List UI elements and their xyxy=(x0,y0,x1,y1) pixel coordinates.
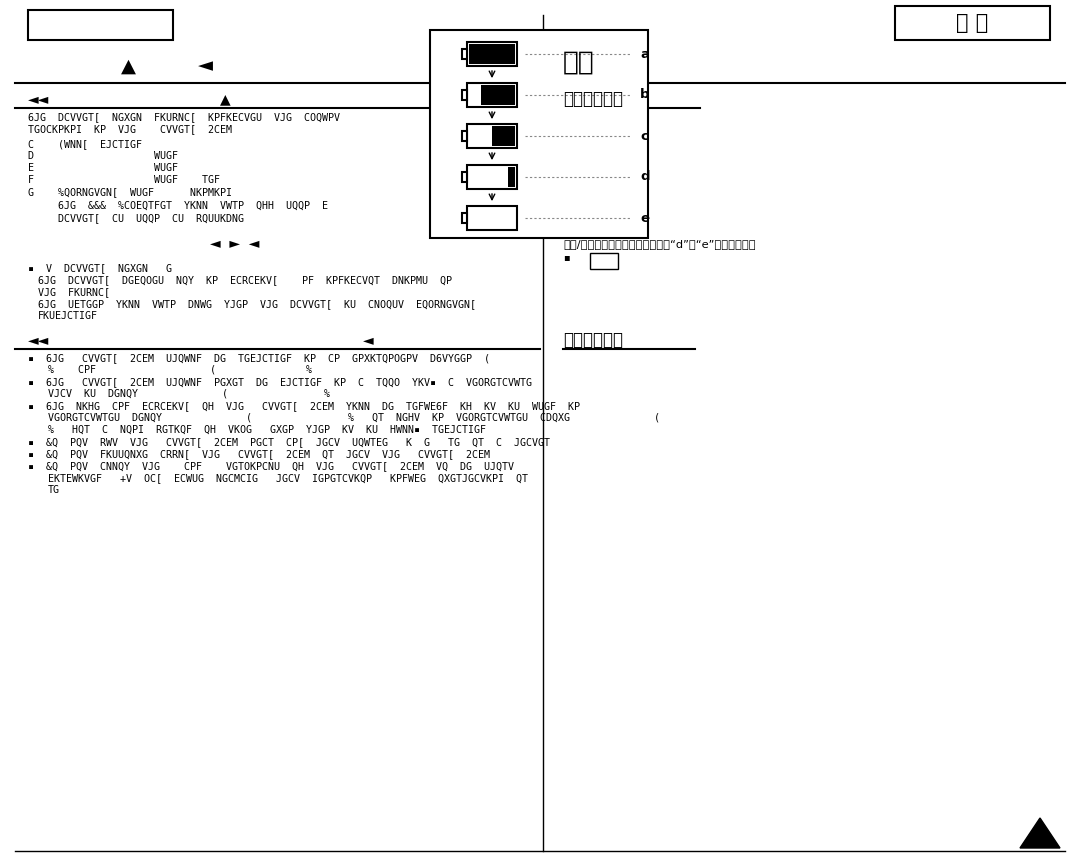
Bar xyxy=(492,126,515,146)
Text: C    (WNN[  EJCTIGF: C (WNN[ EJCTIGF xyxy=(28,139,141,149)
Bar xyxy=(462,131,467,141)
Bar xyxy=(430,30,648,238)
Bar xyxy=(481,85,515,105)
Text: ▪  6JG   CVVGT[  2CEM  UJQWNF  PGXGT  DG  EJCTIGF  KP  C  TQQO  YKV▪  C  VGORGTC: ▪ 6JG CVVGT[ 2CEM UJQWNF PGXGT DG EJCTIG… xyxy=(28,377,532,387)
Text: a: a xyxy=(640,48,649,61)
Text: c: c xyxy=(640,130,648,143)
Text: D                    WUGF: D WUGF xyxy=(28,151,178,161)
Text: ◄: ◄ xyxy=(198,56,213,75)
Text: 终结/格式化功能在电池电量级别为“d”和“e”时不可使用。: 终结/格式化功能在电池电量级别为“d”和“e”时不可使用。 xyxy=(563,239,756,249)
Bar xyxy=(28,10,173,40)
Text: DCVVGT[  CU  UQQP  CU  RQUUKDNG: DCVVGT[ CU UQQP CU RQUUKDNG xyxy=(28,213,244,223)
Bar xyxy=(467,42,517,66)
Text: %   HQT  C  NQPI  RGTKQF  QH  VKOG   GXGP  YJGP  KV  KU  HWNN▪  TGEJCTIGF: % HQT C NQPI RGTKQF QH VKOG GXGP YJGP KV… xyxy=(48,425,486,435)
Text: ◄: ◄ xyxy=(363,333,374,347)
Bar xyxy=(462,90,467,100)
Bar xyxy=(462,49,467,59)
Text: 6JG  UETGGP  YKNN  VWTP  DNWG  YJGP  VJG  DCVVGT[  KU  CNOQUV  EQORNGVGN[: 6JG UETGGP YKNN VWTP DNWG YJGP VJG DCVVG… xyxy=(38,299,476,309)
Text: E                    WUGF: E WUGF xyxy=(28,163,178,173)
Text: 6JG  DCVVGT[  NGXGN  FKURNC[  KPFKECVGU  VJG  COQWPV: 6JG DCVVGT[ NGXGN FKURNC[ KPFKECVGU VJG … xyxy=(28,112,340,122)
Text: ▪  &Q  PQV  FKUUQNXG  CRRN[  VJG   CVVGT[  2CEM  QT  JGCV  VJG   CVVGT[  2CEM: ▪ &Q PQV FKUUQNXG CRRN[ VJG CVVGT[ 2CEM … xyxy=(28,449,490,459)
Text: ◄◄: ◄◄ xyxy=(28,333,50,347)
Text: d: d xyxy=(640,171,649,184)
Bar xyxy=(895,6,1050,40)
Text: VGORGTCVWTGU  DGNQY              (                %   QT  NGHV  KP  VGORGTCVWTGU: VGORGTCVWTGU DGNQY ( % QT NGHV KP VGORGT… xyxy=(48,413,660,423)
Text: G    %QORNGVGN[  WUGF      NKPMKPI: G %QORNGVGN[ WUGF NKPMKPI xyxy=(28,187,232,197)
Text: FKUEJCTIGF: FKUEJCTIGF xyxy=(38,311,98,321)
Bar xyxy=(462,172,467,182)
Bar xyxy=(467,124,517,148)
Text: ▪  6JG  NKHG  CPF  ECRCEKV[  QH  VJG   CVVGT[  2CEM  YKNN  DG  TGFWE6F  KH  KV  : ▪ 6JG NKHG CPF ECRCEKV[ QH VJG CVVGT[ 2C… xyxy=(28,401,580,411)
Text: TG: TG xyxy=(48,485,60,495)
Text: TGOCKPKPI  KP  VJG    CVVGT[  2CEM: TGOCKPKPI KP VJG CVVGT[ 2CEM xyxy=(28,124,232,134)
Bar xyxy=(469,44,515,64)
Bar xyxy=(508,167,515,187)
Text: ▪  &Q  PQV  RWV  VJG   CVVGT[  2CEM  PGCT  CP[  JGCV  UQWTEG   K  G   TG  QT  C : ▪ &Q PQV RWV VJG CVVGT[ 2CEM PGCT CP[ JG… xyxy=(28,437,550,447)
Bar xyxy=(462,213,467,223)
Polygon shape xyxy=(1020,818,1059,848)
Text: ▲: ▲ xyxy=(219,92,230,106)
Bar xyxy=(467,206,517,230)
Text: 电池组的管理: 电池组的管理 xyxy=(563,331,623,349)
Text: 准备: 准备 xyxy=(563,50,595,76)
Text: ▪  &Q  PQV  CNNQY  VJG    CPF    VGTOKPCNU  QH  VJG   CVVGT[  2CEM  VQ  DG  UJQT: ▪ &Q PQV CNNQY VJG CPF VGTOKPCNU QH VJG … xyxy=(28,461,514,471)
Text: ▪  V  DCVVGT[  NGXGN   G: ▪ V DCVVGT[ NGXGN G xyxy=(28,263,172,273)
Text: ▲: ▲ xyxy=(121,56,135,75)
Bar xyxy=(590,253,618,269)
Text: 中 文: 中 文 xyxy=(956,13,988,33)
Text: ◄  ►  ◄: ◄ ► ◄ xyxy=(211,237,259,251)
Text: F                    WUGF    TGF: F WUGF TGF xyxy=(28,175,220,185)
Text: ▪  6JG   CVVGT[  2CEM  UJQWNF  DG  TGEJCTIGF  KP  CP  GPXKTQPOGPV  D6VYGGP  (: ▪ 6JG CVVGT[ 2CEM UJQWNF DG TGEJCTIGF KP… xyxy=(28,353,490,363)
Text: EKTEWKVGF   +V  OC[  ECWUG  NGCMCIG   JGCV  IGPGTCVKQP   KPFWEG  QXGTJGCVKPI  QT: EKTEWKVGF +V OC[ ECWUG NGCMCIG JGCV IGPG… xyxy=(48,473,528,483)
Text: VJG  FKURNC[: VJG FKURNC[ xyxy=(38,287,110,297)
Text: ▪: ▪ xyxy=(563,252,569,262)
Text: 电池电量显示: 电池电量显示 xyxy=(563,90,623,108)
Text: e: e xyxy=(640,211,649,224)
Bar xyxy=(467,83,517,107)
Bar xyxy=(467,165,517,189)
Text: b: b xyxy=(640,88,649,101)
Text: 6JG  DCVVGT[  DGEQOGU  NQY  KP  ECRCEKV[    PF  KPFKECVQT  DNKPMU  QP: 6JG DCVVGT[ DGEQOGU NQY KP ECRCEKV[ PF K… xyxy=(38,275,453,285)
Text: %    CPF                   (               %: % CPF ( % xyxy=(48,365,312,375)
Text: ◄◄: ◄◄ xyxy=(28,92,50,106)
Text: VJCV  KU  DGNQY              (                %: VJCV KU DGNQY ( % xyxy=(48,389,330,399)
Text: 6JG  &&&  %COEQTFGT  YKNN  VWTP  QHH  UQQP  E: 6JG &&& %COEQTFGT YKNN VWTP QHH UQQP E xyxy=(28,201,328,211)
